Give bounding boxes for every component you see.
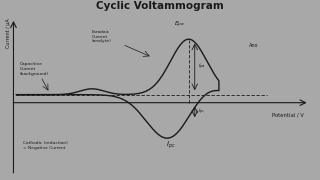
- Text: Ano: Ano: [249, 43, 259, 48]
- Text: $I_{pc}$: $I_{pc}$: [166, 140, 175, 151]
- Text: $E_{pa}$: $E_{pa}$: [174, 20, 185, 30]
- Text: Capacitive
Current
(background): Capacitive Current (background): [20, 62, 49, 76]
- Text: $i_{pc}$: $i_{pc}$: [198, 106, 205, 116]
- Text: $i_{pa}$: $i_{pa}$: [198, 62, 206, 72]
- Text: Potential / V: Potential / V: [272, 113, 303, 118]
- Text: Current / μA: Current / μA: [6, 18, 12, 48]
- Text: Cathodic (reduction)
= Negative Current: Cathodic (reduction) = Negative Current: [22, 141, 67, 150]
- Text: Faradaic
Current
(analyte): Faradaic Current (analyte): [92, 30, 112, 44]
- Title: Cyclic Voltammogram: Cyclic Voltammogram: [96, 1, 224, 11]
